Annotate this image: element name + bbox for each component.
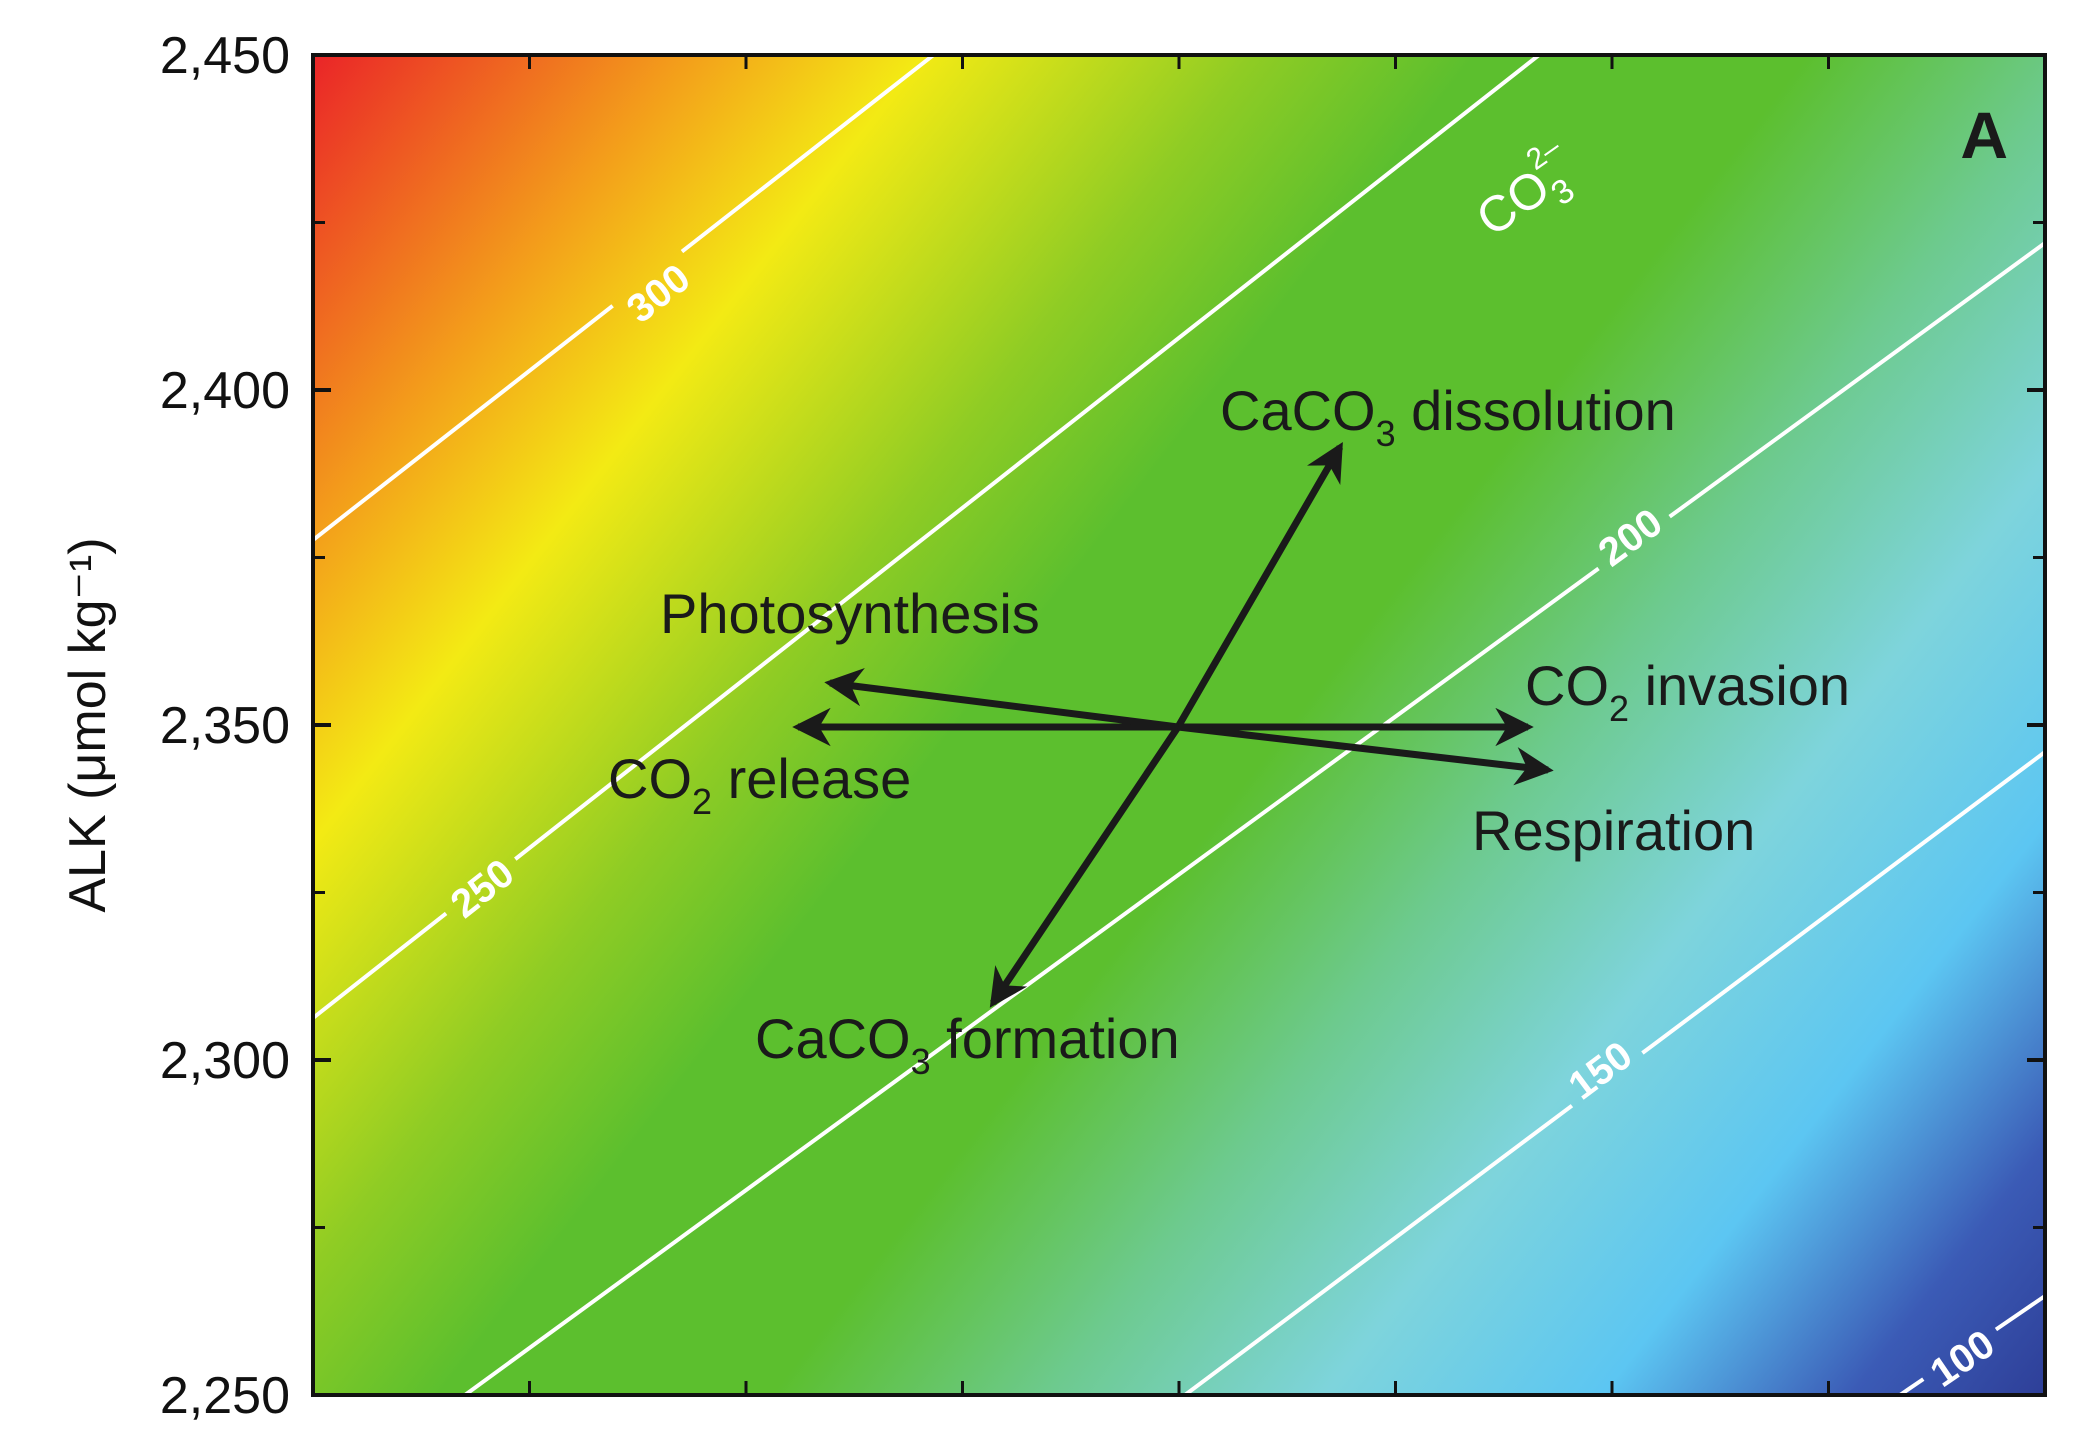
arrow-caco3-dissolution	[1174, 442, 1344, 729]
y-tick-label: 2,300	[160, 1032, 290, 1090]
process-arrows	[792, 442, 1554, 1008]
arrow-respiration	[1177, 723, 1554, 786]
y-tick-label: 2,250	[160, 1367, 290, 1425]
arrow-caco3-formation	[824, 668, 1179, 731]
contour-line-200	[463, 241, 2045, 1395]
process-label-caco3-formation: CaCO3 formation	[755, 1007, 1180, 1082]
y-tick-label: 2,350	[160, 697, 290, 755]
contour-line-250	[313, 55, 1543, 1020]
contour-line-100	[1898, 1294, 2045, 1395]
process-label-co2-invasion: CO2 invasion	[1525, 654, 1850, 729]
panel-letter: A	[1960, 98, 2008, 172]
y-tick-labels: 2,250 2,300 2,350 2,400 2,450	[160, 27, 290, 1425]
arrow-photosynthesis	[989, 725, 1181, 1008]
y-tick-label: 2,450	[160, 27, 290, 85]
process-label-respiration: Respiration	[1472, 799, 1755, 862]
process-label-photosynthesis: Photosynthesis	[660, 582, 1040, 645]
axis-ticks	[313, 53, 2045, 1397]
y-tick-label: 2,400	[160, 362, 290, 420]
process-labels: CaCO3 dissolution Photosynthesis CO2 invas…	[608, 379, 1850, 1082]
process-label-caco3-dissolution: CaCO3 dissolution	[1220, 379, 1676, 454]
y-axis-label: ALK (μmol kg⁻¹)	[59, 537, 117, 912]
contour-lines	[313, 55, 2045, 1395]
process-label-co2-release: CO2 release	[608, 747, 911, 822]
contour-line-150	[1183, 750, 2045, 1395]
